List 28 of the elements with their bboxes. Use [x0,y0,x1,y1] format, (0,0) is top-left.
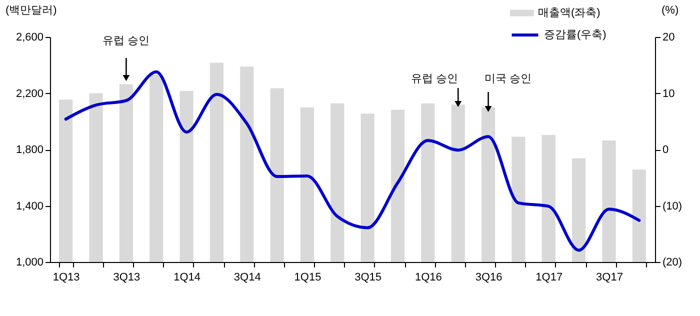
y-tick-label: 2,600 [16,32,44,44]
x-tick-label: 3Q16 [475,272,502,284]
x-tick-label: 3Q15 [354,272,382,284]
annotation: 미국 승인 [484,73,532,85]
y-tick-label: 1,800 [16,144,44,156]
line-series [64,70,641,252]
y-tick-label: 1,400 [16,200,44,212]
x-tick-label: 1Q14 [174,272,200,284]
x-tick-label: 1Q15 [294,272,322,284]
y-tick-label: 2,200 [16,88,44,100]
x-tick-label: 3Q14 [234,272,261,284]
y-axis-title: (백만달러) [6,4,57,16]
x-tick-label: 3Q17 [596,272,623,284]
y2-tick-label: (10) [662,200,682,212]
annotation: 유럽 승인 [102,35,150,47]
y2-axis-title: (%) [662,4,679,16]
y-tick-label: 1,000 [16,256,44,268]
legend-label: 매출액(좌축) [538,7,600,19]
x-tick-label: 1Q13 [52,272,80,284]
x-tick-label: 3Q13 [113,272,140,284]
y2-tick-label: 10 [662,88,675,100]
y2-tick-label: 0 [662,144,669,156]
y2-tick-label: 20 [662,32,675,44]
y2-tick-label: (20) [662,256,682,268]
x-tick-label: 1Q17 [536,272,563,284]
legend-label: 증감률(우축) [544,29,606,41]
annotation: 유럽 승인 [411,73,458,85]
x-tick-label: 1Q16 [414,272,442,284]
